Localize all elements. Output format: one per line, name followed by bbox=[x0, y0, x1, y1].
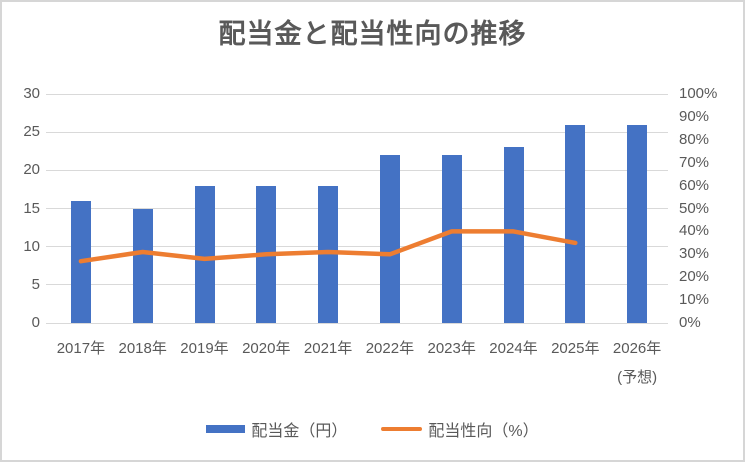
x-axis-category-label: 2022年 bbox=[365, 340, 415, 357]
y-axis-right-tick-label: 30% bbox=[679, 245, 710, 263]
x-axis-forecast-note: (予想) bbox=[617, 369, 658, 386]
y-axis-left-tick-label: 10 bbox=[23, 237, 40, 255]
y-axis-left-tick-label: 5 bbox=[31, 275, 40, 293]
x-axis-category-label: 2023年 bbox=[427, 340, 476, 357]
dividend-bar bbox=[256, 185, 277, 323]
y-axis-right-tick-label: 0% bbox=[679, 314, 701, 331]
y-axis-left-tick-label: 30 bbox=[23, 85, 40, 102]
dividend-bar bbox=[70, 200, 91, 323]
dividend-bar bbox=[565, 124, 586, 323]
dividend-bar bbox=[627, 124, 648, 323]
legend-item-payout-ratio: 配当性向（%） bbox=[381, 417, 539, 441]
y-axis-right-tick-label: 70% bbox=[679, 153, 710, 171]
legend-label-dividend: 配当金（円） bbox=[251, 423, 348, 440]
gridline bbox=[46, 284, 668, 286]
y-axis-right-tick-label: 100% bbox=[679, 85, 718, 102]
y-axis-left-tick-label: 25 bbox=[23, 123, 40, 141]
y-axis-right-tick-label: 60% bbox=[679, 176, 710, 194]
dividend-bar bbox=[318, 185, 339, 323]
y-axis-right-tick-label: 90% bbox=[679, 107, 710, 125]
chart-title: 配当金と配当性向の推移 bbox=[218, 19, 527, 49]
dividend-bar bbox=[503, 147, 524, 323]
legend-label-payout-ratio: 配当性向（%） bbox=[428, 423, 539, 440]
gridline bbox=[46, 93, 668, 95]
y-axis-right-tick-label: 10% bbox=[679, 291, 710, 309]
line-series-swatch-icon bbox=[381, 427, 423, 431]
y-axis-right-tick-label: 80% bbox=[679, 130, 710, 148]
bar-series-swatch-icon bbox=[206, 425, 246, 433]
dividend-bar bbox=[441, 155, 462, 323]
legend-item-dividend: 配当金（円） bbox=[206, 417, 347, 441]
x-axis-category-label: 2025年 bbox=[551, 340, 600, 357]
dividend-bar bbox=[194, 185, 215, 323]
y-axis-right-tick-label: 40% bbox=[679, 222, 710, 240]
y-axis-left-tick-label: 15 bbox=[23, 199, 40, 217]
x-axis-category-label: 2017年 bbox=[56, 340, 106, 357]
gridline bbox=[46, 208, 668, 209]
x-axis-category-label: 2019年 bbox=[180, 340, 229, 357]
dividend-bar bbox=[379, 155, 400, 323]
legend: 配当金（円） 配当性向（%） bbox=[0, 417, 745, 441]
x-axis-category-label: 2018年 bbox=[118, 340, 167, 357]
x-axis-category-label: 2020年 bbox=[242, 340, 291, 357]
y-axis-left-tick-label: 0 bbox=[31, 314, 40, 331]
y-axis-right-tick-label: 20% bbox=[679, 268, 710, 286]
x-axis-category-label: 2026年 bbox=[612, 340, 662, 357]
y-axis-left-tick-label: 20 bbox=[23, 161, 40, 179]
x-axis-category-label: 2024年 bbox=[489, 340, 538, 357]
gridline bbox=[46, 131, 668, 133]
x-axis-category-label: 2021年 bbox=[303, 340, 353, 357]
y-axis-right-tick-label: 50% bbox=[679, 199, 710, 217]
gridline bbox=[46, 169, 668, 171]
gridline bbox=[46, 322, 668, 324]
dividend-bar bbox=[132, 208, 153, 323]
